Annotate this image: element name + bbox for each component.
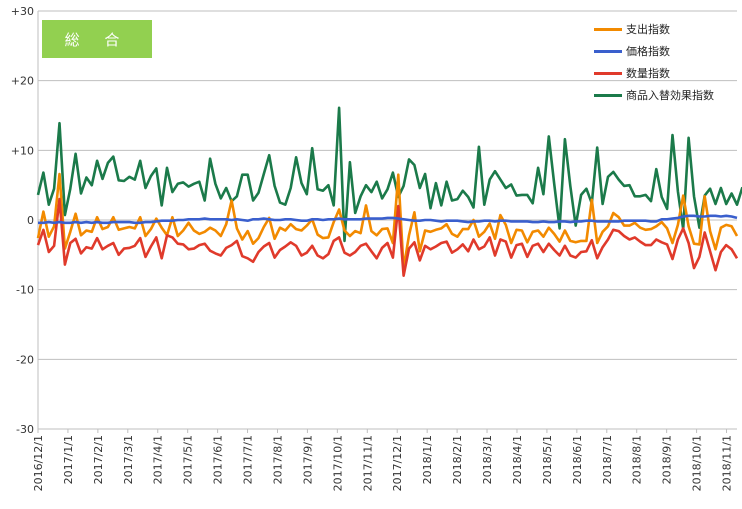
x-tick-label: 2018/8/1 [631,435,644,484]
x-tick-label: 2018/11/1 [721,435,734,491]
x-axis: 2016/12/1 2017/1/1 2017/2/1 2017/3/1 2017/4/… [32,429,734,491]
y-tick-label: -20 [16,353,34,366]
legend-label: 価格指数 [626,45,670,58]
x-tick-label: 2017/10/1 [331,435,344,491]
legend-swatch [594,93,622,97]
x-tick-label: 2017/4/1 [152,435,165,484]
y-axis: +30 +20 +10 0 -10 -20 -30 [11,5,34,436]
x-tick-label: 2017/8/1 [271,435,284,484]
x-tick-label: 2017/1/1 [62,435,75,484]
x-tick-label: 2018/1/1 [421,435,434,484]
x-tick-label: 2017/12/1 [391,435,404,491]
legend-label: 支出指数 [626,23,670,36]
x-tick-label: 2017/2/1 [92,435,105,484]
legend-swatch [594,49,622,53]
legend-item: 数量指数 [594,62,714,84]
x-tick-label: 2017/11/1 [361,435,374,491]
x-tick-label: 2018/4/1 [511,435,524,484]
series-line-2 [36,197,739,278]
y-tick-label: +10 [11,144,34,157]
x-tick-label: 2018/10/1 [691,435,704,491]
x-tick-label: 2017/3/1 [122,435,135,484]
legend-item: 支出指数 [594,18,714,40]
x-tick-label: 2018/2/1 [451,435,464,484]
y-tick-label: 0 [27,214,34,227]
x-tick-label: 2018/7/1 [601,435,614,484]
legend-swatch [594,71,622,75]
y-tick-label: -10 [16,284,34,297]
y-tick-label: +30 [11,5,34,18]
series-lines [36,106,742,278]
legend-item: 商品入替効果指数 [594,84,714,106]
legend: 支出指数価格指数数量指数商品入替効果指数 [594,18,714,106]
x-tick-label: 2018/3/1 [481,435,494,484]
legend-swatch [594,27,622,31]
y-tick-label: -30 [16,423,34,436]
x-tick-label: 2018/6/1 [571,435,584,484]
x-tick-label: 2017/6/1 [212,435,225,484]
x-tick-label: 2017/7/1 [242,435,255,484]
y-tick-label: +20 [11,75,34,88]
category-badge: 総 合 [42,20,152,58]
legend-label: 数量指数 [626,67,670,80]
x-tick-label: 2017/5/1 [182,435,195,484]
x-tick-label: 2018/9/1 [661,435,674,484]
x-tick-label: 2016/12/1 [32,435,45,491]
series-line-3 [36,106,742,243]
legend-label: 商品入替効果指数 [626,89,714,102]
series-line-1 [38,214,738,225]
badge-label: 総 合 [64,30,130,49]
x-tick-label: 2017/9/1 [301,435,314,484]
legend-item: 価格指数 [594,40,714,62]
x-tick-label: 2018/5/1 [541,435,554,484]
